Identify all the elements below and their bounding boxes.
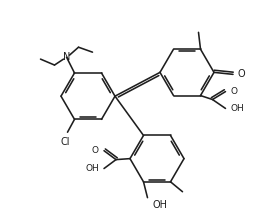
- Text: N: N: [63, 52, 70, 62]
- Text: OH: OH: [153, 200, 167, 210]
- Text: OH: OH: [85, 164, 99, 173]
- Text: O: O: [230, 87, 238, 96]
- Text: O: O: [92, 146, 99, 155]
- Text: O: O: [238, 69, 246, 79]
- Text: OH: OH: [230, 104, 244, 113]
- Text: Cl: Cl: [61, 137, 70, 147]
